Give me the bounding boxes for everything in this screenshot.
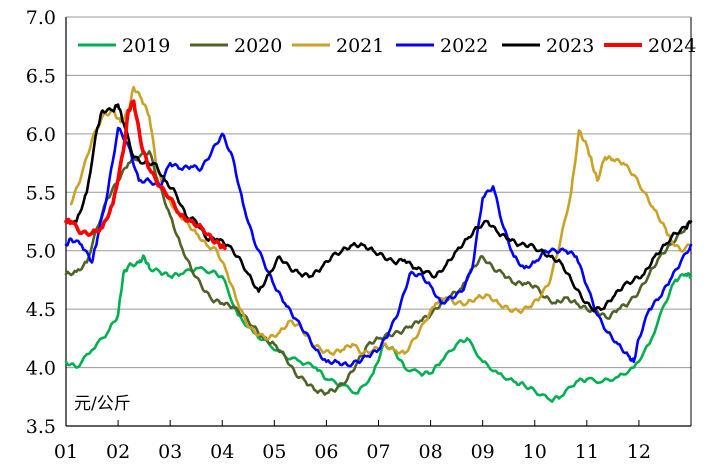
- x-tick-label: 08: [418, 441, 442, 463]
- legend-label-2021: 2021: [336, 35, 384, 57]
- x-tick-label: 07: [366, 441, 390, 463]
- y-tick-label: 6.5: [26, 65, 56, 87]
- x-tick-label: 10: [523, 441, 547, 463]
- legend-label-2024: 2024: [648, 35, 696, 57]
- legend-label-2020: 2020: [234, 35, 282, 57]
- x-tick-label: 04: [210, 441, 234, 463]
- x-tick-label: 12: [627, 441, 651, 463]
- y-tick-label: 4.0: [26, 358, 56, 380]
- series-line-2020: [64, 150, 693, 396]
- y-tick-label: 4.5: [26, 299, 56, 321]
- legend-label-2019: 2019: [122, 35, 170, 57]
- series-line-2022: [64, 126, 693, 368]
- y-tick-label: 6.0: [26, 124, 56, 146]
- series-line-2019: [64, 254, 693, 403]
- x-tick-label: 09: [471, 441, 495, 463]
- unit-label: 元/公斤: [74, 394, 131, 414]
- y-tick-label: 5.0: [26, 241, 56, 263]
- x-tick-label: 05: [262, 441, 286, 463]
- x-tick-label: 02: [106, 441, 130, 463]
- series-line-2023: [64, 103, 693, 313]
- y-tick-label: 7.0: [26, 7, 56, 29]
- x-tick-label: 03: [158, 441, 182, 463]
- plot-area: [66, 17, 691, 426]
- series-line-2024: [64, 99, 227, 251]
- y-tick-label: 5.5: [26, 182, 56, 204]
- x-tick-label: 11: [575, 441, 599, 463]
- legend-label-2022: 2022: [440, 35, 488, 57]
- x-tick-label: 06: [314, 441, 338, 463]
- x-tick-label: 01: [54, 441, 78, 463]
- legend-label-2023: 2023: [546, 35, 594, 57]
- y-tick-label: 3.5: [26, 416, 56, 438]
